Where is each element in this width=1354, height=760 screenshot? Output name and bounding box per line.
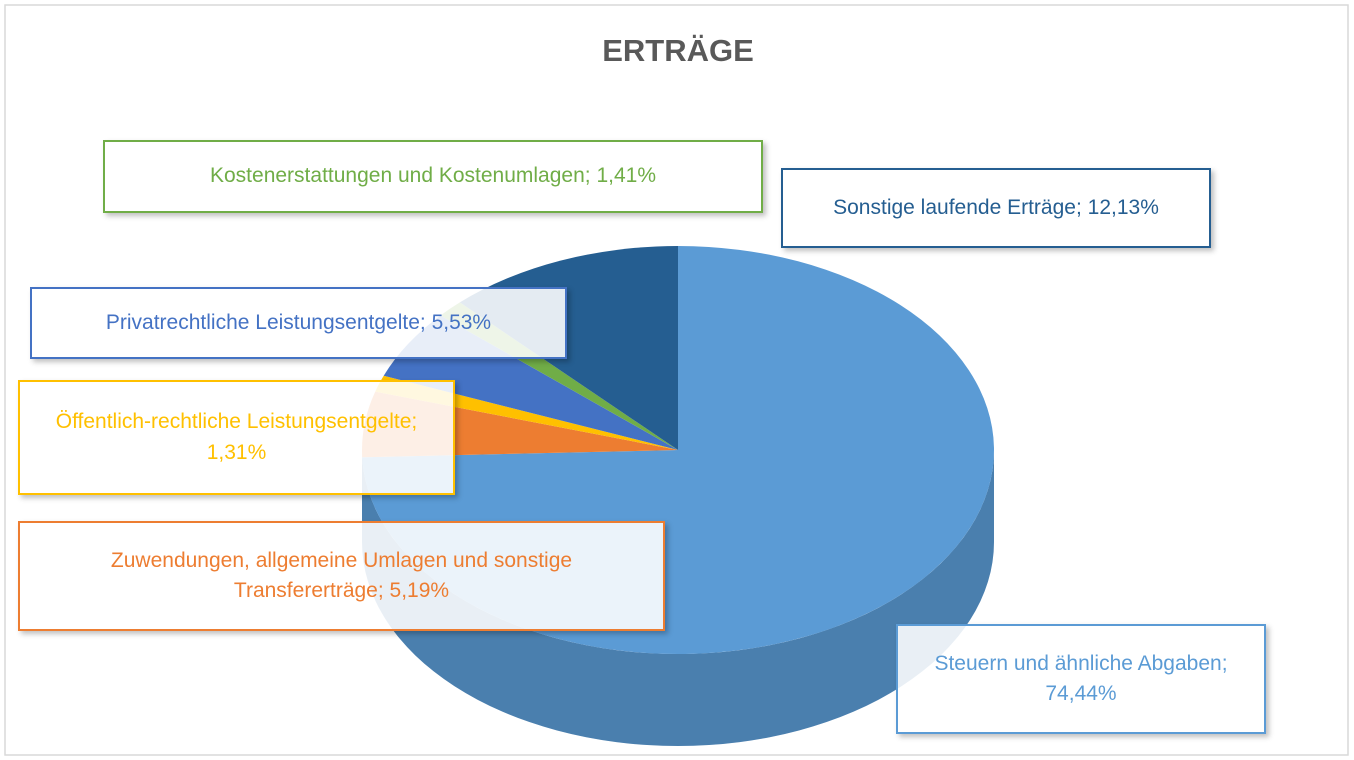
label-separator: ; bbox=[1221, 651, 1234, 675]
category-name: Privatrechtliche Leistungsentgelte bbox=[105, 310, 420, 334]
category-name: Zuwendungen, allgemeine Umlagen und sons… bbox=[110, 548, 578, 602]
value-label: 1,41% bbox=[596, 164, 656, 188]
data-label-text: Sonstige laufende Erträge; 12,13% bbox=[833, 193, 1159, 223]
data-label-text: Öffentlich-rechtliche Leistungsentgelte;… bbox=[34, 407, 439, 468]
label-separator: ; bbox=[1075, 195, 1088, 219]
data-label-text: Zuwendungen, allgemeine Umlagen und sons… bbox=[34, 546, 649, 607]
value-label: 5,53% bbox=[431, 310, 492, 334]
category-name: Kostenerstattungen und Kostenumlagen bbox=[210, 164, 585, 188]
data-label-text: Kostenerstattungen und Kostenumlagen; 1,… bbox=[210, 161, 656, 191]
category-name: Sonstige laufende Erträge bbox=[833, 195, 1076, 219]
data-label-text: Steuern und ähnliche Abgaben; 74,44% bbox=[912, 649, 1250, 710]
pie-side bbox=[362, 450, 994, 746]
value-label: 12,13% bbox=[1087, 195, 1159, 219]
pie-side-shade bbox=[362, 450, 994, 746]
chart-title: ERTRÄGE bbox=[602, 33, 754, 68]
label-separator: ; bbox=[411, 410, 424, 434]
label-separator: ; bbox=[377, 579, 390, 602]
category-name: Öffentlich-rechtliche Leistungsentgelte bbox=[55, 410, 412, 434]
data-label: Kostenerstattungen und Kostenumlagen; 1,… bbox=[103, 140, 763, 213]
data-label: Zuwendungen, allgemeine Umlagen und sons… bbox=[18, 521, 665, 631]
data-label-text: Privatrechtliche Leistungsentgelte; 5,53… bbox=[106, 308, 491, 338]
value-label: 1,31% bbox=[206, 440, 267, 464]
label-separator: ; bbox=[419, 310, 432, 334]
data-label: Sonstige laufende Erträge; 12,13% bbox=[781, 168, 1211, 248]
data-label: Steuern und ähnliche Abgaben; 74,44% bbox=[896, 624, 1266, 734]
category-name: Steuern und ähnliche Abgaben bbox=[934, 651, 1222, 675]
label-separator: ; bbox=[584, 164, 597, 188]
data-label: Privatrechtliche Leistungsentgelte; 5,53… bbox=[30, 287, 567, 359]
data-label: Öffentlich-rechtliche Leistungsentgelte;… bbox=[18, 380, 455, 495]
value-label: 74,44% bbox=[1045, 682, 1117, 705]
value-label: 5,19% bbox=[389, 579, 450, 602]
